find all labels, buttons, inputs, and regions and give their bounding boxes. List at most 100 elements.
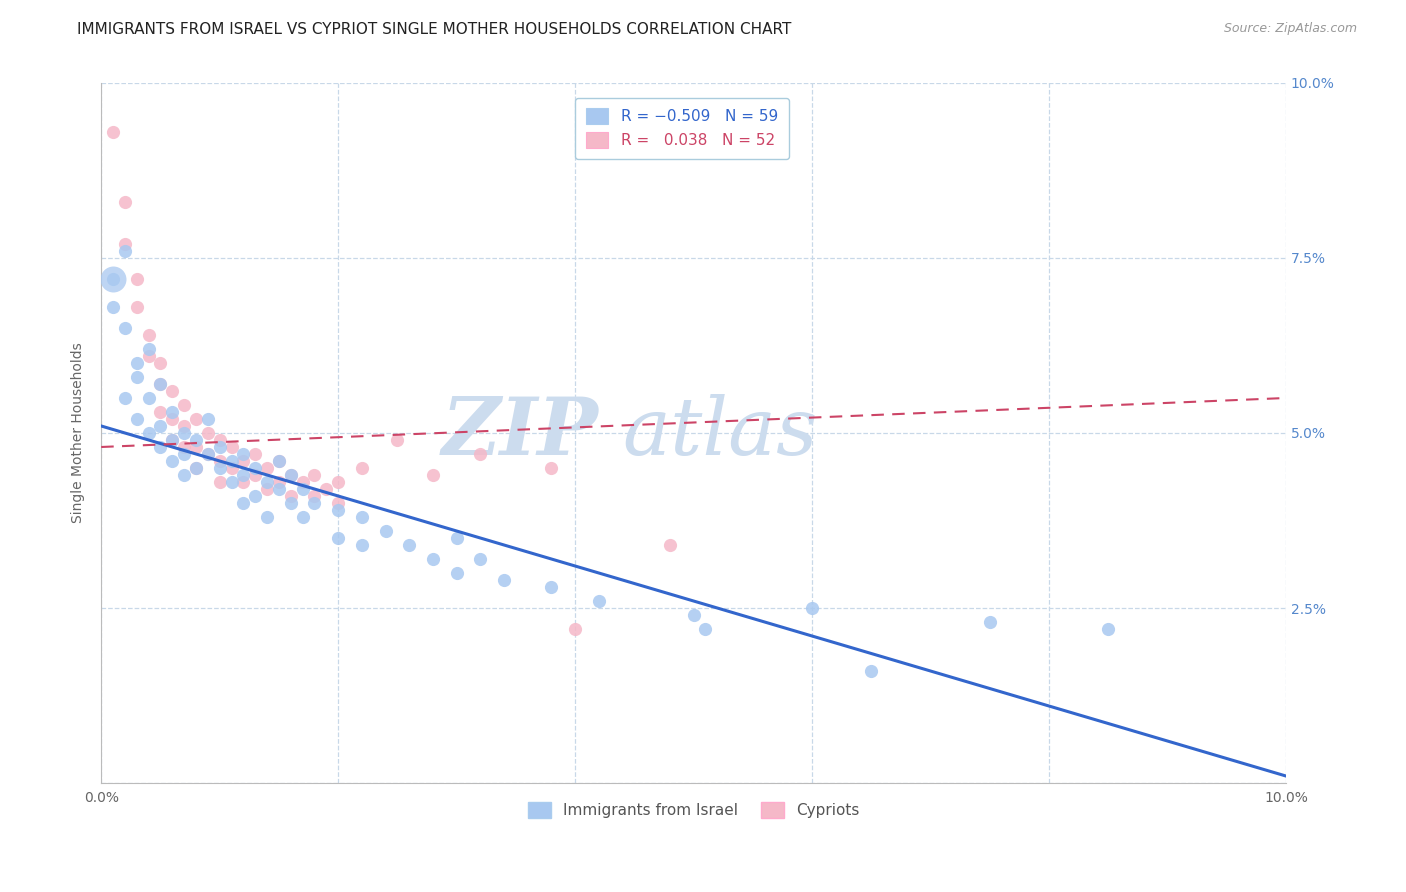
Point: [422, 552, 444, 566]
Point: [197, 447, 219, 461]
Point: [114, 194, 136, 209]
Point: [540, 461, 562, 475]
Point: [125, 272, 148, 286]
Point: [138, 349, 160, 363]
Point: [328, 475, 350, 489]
Point: [350, 538, 373, 552]
Point: [398, 538, 420, 552]
Point: [149, 419, 172, 434]
Y-axis label: Single Mother Households: Single Mother Households: [72, 343, 86, 524]
Point: [162, 433, 184, 447]
Point: [304, 468, 326, 483]
Point: [232, 454, 254, 468]
Text: ZIP: ZIP: [441, 394, 599, 472]
Point: [197, 447, 219, 461]
Point: [114, 321, 136, 335]
Point: [682, 607, 704, 622]
Point: [350, 510, 373, 524]
Point: [208, 440, 231, 454]
Point: [149, 376, 172, 391]
Point: [114, 244, 136, 258]
Point: [1097, 622, 1119, 636]
Point: [267, 454, 290, 468]
Point: [658, 538, 681, 552]
Point: [162, 454, 184, 468]
Point: [138, 425, 160, 440]
Point: [184, 433, 207, 447]
Point: [422, 468, 444, 483]
Point: [101, 272, 124, 286]
Point: [208, 461, 231, 475]
Point: [256, 510, 278, 524]
Point: [232, 496, 254, 510]
Point: [492, 573, 515, 587]
Point: [138, 391, 160, 405]
Point: [208, 475, 231, 489]
Point: [564, 622, 586, 636]
Point: [328, 496, 350, 510]
Point: [267, 482, 290, 496]
Point: [540, 580, 562, 594]
Point: [173, 419, 195, 434]
Point: [245, 447, 267, 461]
Point: [446, 531, 468, 545]
Point: [280, 496, 302, 510]
Point: [256, 461, 278, 475]
Point: [280, 468, 302, 483]
Point: [245, 468, 267, 483]
Point: [184, 461, 207, 475]
Point: [245, 461, 267, 475]
Point: [125, 300, 148, 314]
Point: [446, 566, 468, 580]
Point: [184, 461, 207, 475]
Point: [291, 482, 314, 496]
Point: [114, 391, 136, 405]
Point: [267, 475, 290, 489]
Point: [149, 376, 172, 391]
Point: [114, 237, 136, 252]
Point: [245, 489, 267, 503]
Point: [173, 440, 195, 454]
Point: [860, 664, 883, 678]
Point: [138, 342, 160, 356]
Point: [350, 461, 373, 475]
Point: [184, 412, 207, 426]
Point: [291, 510, 314, 524]
Point: [125, 412, 148, 426]
Legend: Immigrants from Israel, Cypriots: Immigrants from Israel, Cypriots: [522, 797, 866, 824]
Point: [125, 370, 148, 384]
Point: [328, 503, 350, 517]
Point: [979, 615, 1001, 629]
Point: [221, 454, 243, 468]
Point: [173, 398, 195, 412]
Point: [695, 622, 717, 636]
Point: [280, 468, 302, 483]
Point: [173, 425, 195, 440]
Point: [328, 531, 350, 545]
Point: [208, 454, 231, 468]
Point: [221, 440, 243, 454]
Point: [267, 454, 290, 468]
Point: [101, 125, 124, 139]
Point: [374, 524, 396, 538]
Point: [101, 300, 124, 314]
Point: [232, 447, 254, 461]
Point: [208, 433, 231, 447]
Point: [387, 433, 409, 447]
Text: IMMIGRANTS FROM ISRAEL VS CYPRIOT SINGLE MOTHER HOUSEHOLDS CORRELATION CHART: IMMIGRANTS FROM ISRAEL VS CYPRIOT SINGLE…: [77, 22, 792, 37]
Point: [138, 328, 160, 343]
Point: [304, 496, 326, 510]
Text: Source: ZipAtlas.com: Source: ZipAtlas.com: [1223, 22, 1357, 36]
Point: [125, 356, 148, 370]
Point: [291, 475, 314, 489]
Point: [470, 447, 492, 461]
Point: [588, 594, 610, 608]
Point: [256, 475, 278, 489]
Point: [256, 482, 278, 496]
Point: [162, 412, 184, 426]
Point: [232, 468, 254, 483]
Point: [101, 272, 124, 286]
Text: atlas: atlas: [623, 394, 818, 472]
Point: [173, 447, 195, 461]
Point: [197, 412, 219, 426]
